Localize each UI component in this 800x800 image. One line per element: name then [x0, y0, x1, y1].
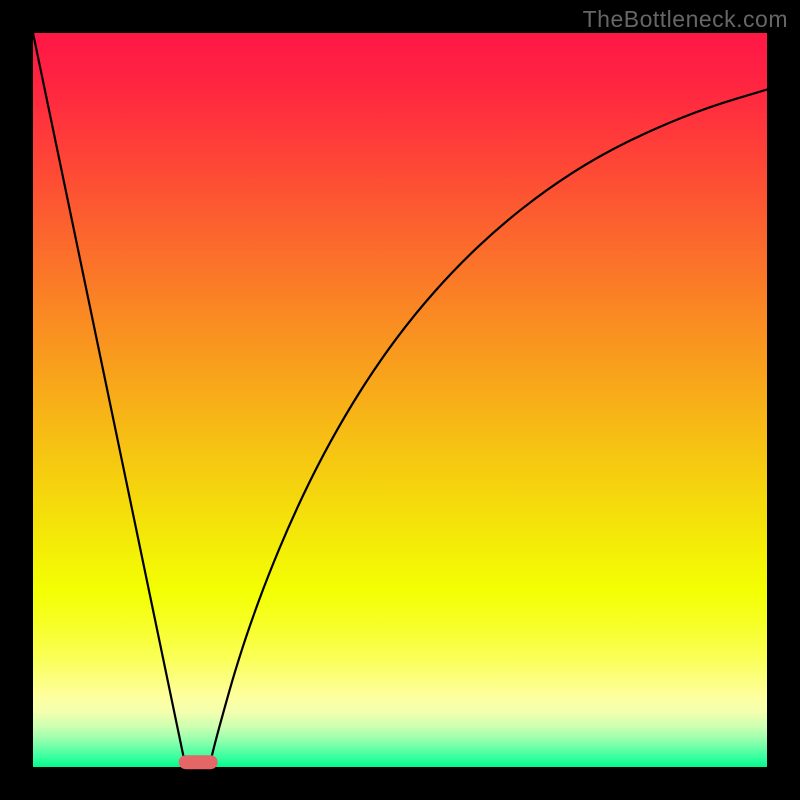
watermark-text: TheBottleneck.com	[583, 6, 788, 33]
minimum-marker	[179, 755, 218, 769]
plot-background	[33, 33, 767, 767]
chart-container: TheBottleneck.com	[0, 0, 800, 800]
bottleneck-chart	[0, 0, 800, 800]
